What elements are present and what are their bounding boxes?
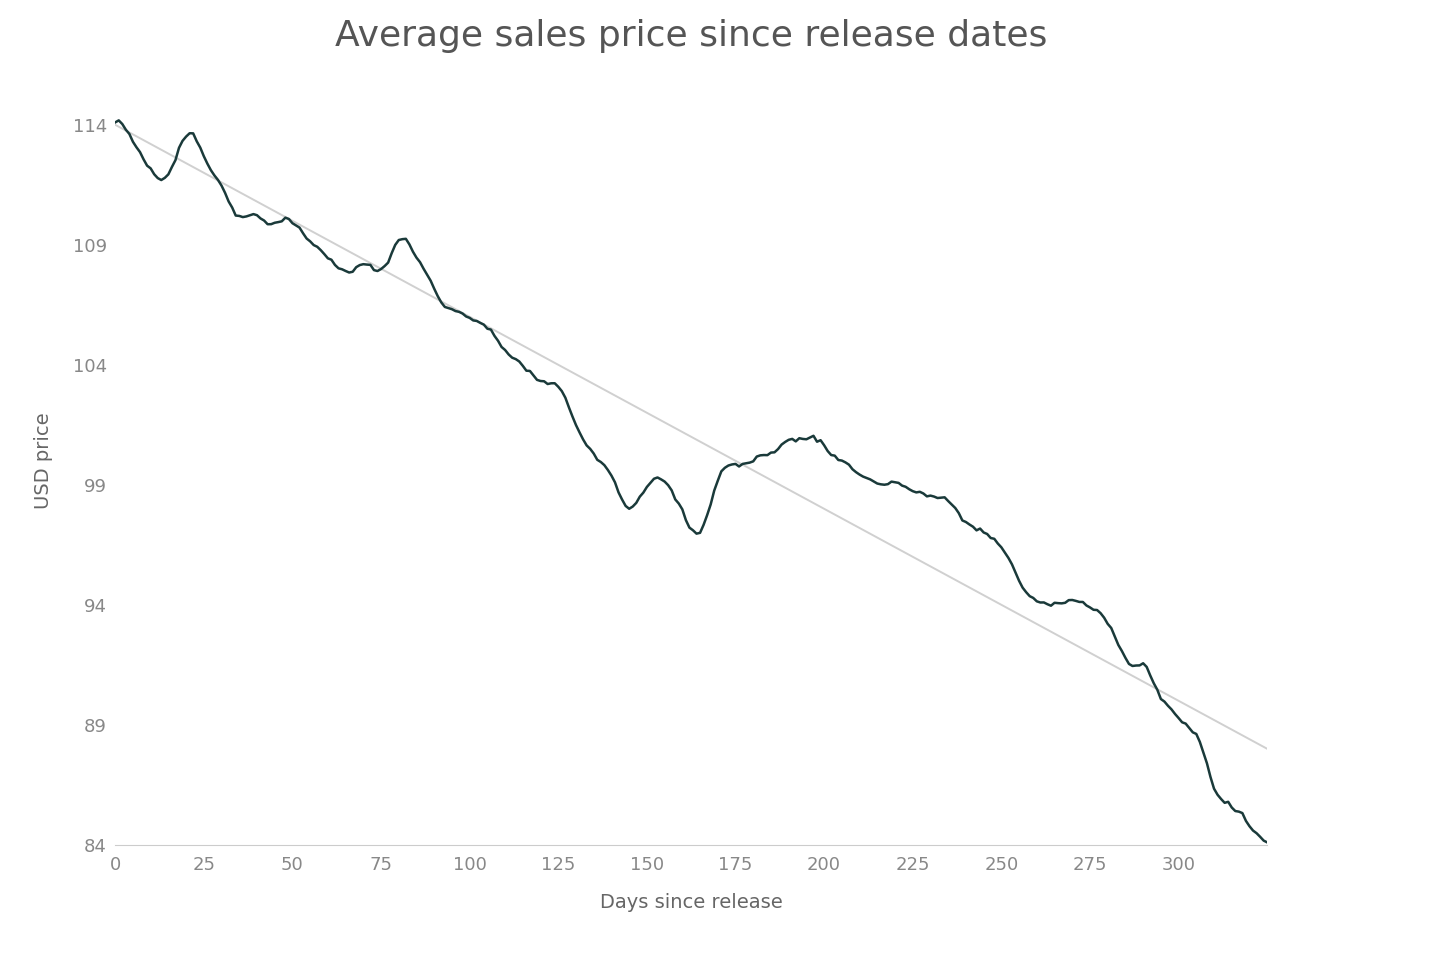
- Y-axis label: USD price: USD price: [35, 413, 53, 509]
- X-axis label: Days since release: Days since release: [600, 894, 782, 912]
- Title: Average sales price since release dates: Average sales price since release dates: [336, 19, 1047, 53]
